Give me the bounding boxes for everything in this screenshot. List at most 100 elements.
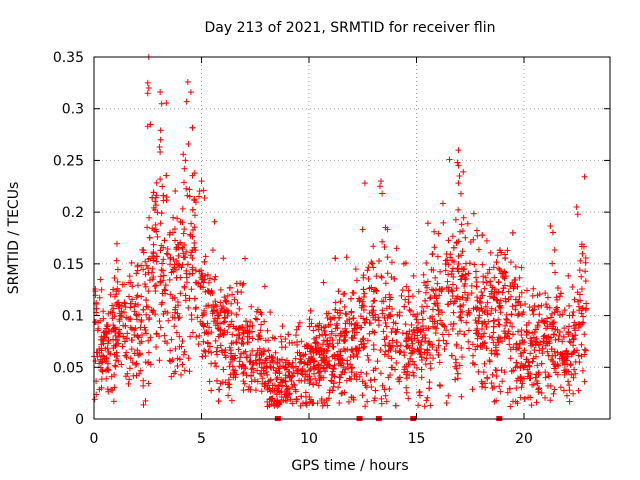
- data-point: [437, 286, 444, 293]
- data-point: [214, 344, 221, 351]
- data-point: [424, 349, 431, 356]
- data-point: [444, 278, 451, 285]
- data-point: [180, 254, 187, 261]
- data-point: [445, 392, 452, 399]
- data-point: [159, 260, 166, 267]
- data-point: [324, 314, 331, 321]
- data-point: [364, 352, 371, 359]
- data-point: [212, 360, 219, 367]
- data-point: [326, 363, 333, 370]
- data-point: [554, 349, 561, 356]
- data-point: [172, 237, 179, 244]
- data-point: [209, 308, 216, 315]
- data-point: [159, 183, 166, 190]
- data-point: [453, 342, 460, 349]
- data-point: [546, 304, 553, 311]
- data-point: [113, 257, 120, 264]
- data-point: [450, 320, 457, 327]
- data-point: [459, 294, 466, 301]
- data-point: [157, 88, 164, 95]
- data-point: [382, 294, 389, 301]
- data-point: [200, 322, 207, 329]
- data-point: [171, 226, 178, 233]
- data-point: [325, 395, 332, 402]
- data-point: [377, 370, 384, 377]
- x-tick-labels: 0 5 10 15 20: [90, 431, 533, 447]
- data-point: [402, 321, 409, 328]
- data-point: [444, 257, 451, 264]
- data-point: [338, 390, 345, 397]
- data-point: [256, 333, 263, 340]
- data-point: [172, 306, 179, 313]
- data-point: [501, 369, 508, 376]
- data-point: [386, 386, 393, 393]
- data-point: [547, 223, 554, 230]
- data-point: [493, 296, 500, 303]
- data-point: [376, 183, 383, 190]
- data-point: [502, 295, 509, 302]
- data-point: [499, 289, 506, 296]
- data-point: [576, 267, 583, 274]
- data-point: [500, 274, 507, 281]
- data-point: [246, 328, 253, 335]
- data-point: [538, 302, 545, 309]
- data-point: [233, 339, 240, 346]
- data-point: [206, 378, 213, 385]
- data-point: [501, 334, 508, 341]
- data-point: [296, 359, 303, 366]
- data-point: [518, 375, 525, 382]
- data-point: [512, 263, 519, 270]
- data-point: [229, 331, 236, 338]
- data-point: [512, 276, 519, 283]
- data-point: [535, 389, 542, 396]
- data-point: [370, 307, 377, 314]
- data-point: [386, 343, 393, 350]
- data-point: [415, 288, 422, 295]
- data-point: [186, 295, 193, 302]
- data-point: [353, 376, 360, 383]
- data-point: [461, 289, 468, 296]
- data-point: [452, 376, 459, 383]
- data-point: [334, 340, 341, 347]
- data-point: [242, 327, 249, 334]
- data-point: [363, 384, 370, 391]
- data-point: [493, 367, 500, 374]
- data-point: [348, 334, 355, 341]
- data-point: [289, 359, 296, 366]
- data-point: [408, 350, 415, 357]
- data-point: [416, 392, 423, 399]
- data-point: [350, 353, 357, 360]
- data-point: [422, 335, 429, 342]
- data-point: [181, 226, 188, 233]
- data-point: [454, 370, 461, 377]
- data-point: [480, 278, 487, 285]
- data-point: [488, 305, 495, 312]
- data-point: [581, 351, 588, 358]
- data-point: [541, 332, 548, 339]
- data-point: [377, 347, 384, 354]
- data-point: [503, 319, 510, 326]
- data-point: [443, 400, 450, 407]
- data-point: [158, 301, 165, 308]
- data-point: [306, 373, 313, 380]
- data-point: [495, 316, 502, 323]
- data-point: [175, 252, 182, 259]
- data-point: [390, 319, 397, 326]
- data-point: [131, 303, 138, 310]
- data-point: [240, 369, 247, 376]
- data-point: [488, 288, 495, 295]
- data-point: [254, 316, 261, 323]
- data-point: [187, 232, 194, 239]
- data-point: [504, 330, 511, 337]
- data-point: [560, 387, 567, 394]
- data-point: [307, 396, 314, 403]
- data-point: [540, 335, 547, 342]
- data-point: [520, 349, 527, 356]
- data-point: [212, 273, 219, 280]
- data-point: [98, 286, 105, 293]
- data-point: [519, 337, 526, 344]
- data-point: [350, 290, 357, 297]
- data-point: [523, 287, 530, 294]
- data-point: [506, 335, 513, 342]
- data-point: [249, 335, 256, 342]
